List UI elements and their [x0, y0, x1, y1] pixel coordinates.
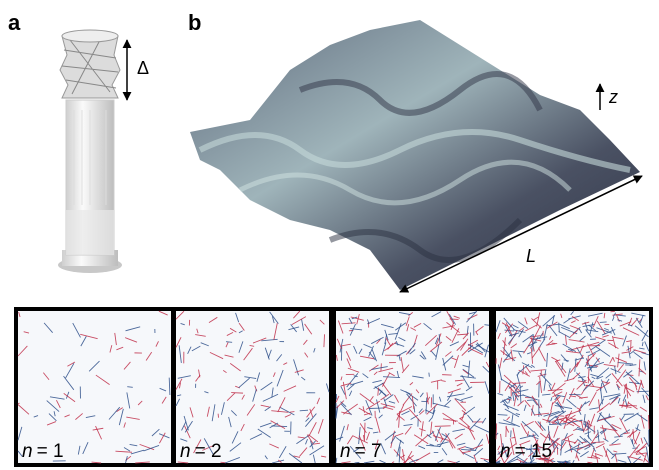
- value: = 15: [515, 441, 553, 462]
- crease: [226, 342, 232, 343]
- crease: [369, 408, 385, 409]
- panel-label: a: [8, 10, 21, 35]
- surface: [190, 20, 640, 290]
- crease: [324, 334, 325, 347]
- cylinder: [58, 30, 122, 273]
- crease: [484, 325, 489, 326]
- panel-label: b: [188, 10, 201, 35]
- crease: [435, 426, 451, 427]
- l-label: L: [526, 246, 536, 266]
- figure: a Δ b z L c n= 1n= 2n= 7n= 15: [0, 0, 659, 470]
- crease-map: n= 2: [176, 311, 329, 463]
- delta-label: Δ: [137, 58, 149, 78]
- map-label: n= 7: [340, 441, 382, 462]
- crease: [127, 387, 133, 388]
- crease: [498, 415, 508, 416]
- crease: [565, 462, 566, 463]
- map-label: n= 2: [180, 441, 222, 462]
- crease: [586, 352, 590, 353]
- value: = 1: [37, 441, 64, 462]
- crease: [300, 410, 308, 411]
- z-label: z: [608, 87, 618, 107]
- variable: n: [22, 441, 33, 462]
- crease-map: n= 15: [496, 311, 649, 463]
- value: = 2: [195, 441, 222, 462]
- crease-map: n= 1: [18, 311, 171, 463]
- crease-map: n= 7: [336, 311, 489, 463]
- map-label: n= 15: [500, 441, 552, 462]
- value: = 7: [355, 441, 382, 462]
- crease: [539, 381, 540, 397]
- variable: n: [180, 441, 191, 462]
- variable: n: [340, 441, 351, 462]
- variable: n: [500, 441, 511, 462]
- map-label: n= 1: [22, 441, 64, 462]
- crease: [600, 322, 607, 323]
- crease: [231, 393, 243, 394]
